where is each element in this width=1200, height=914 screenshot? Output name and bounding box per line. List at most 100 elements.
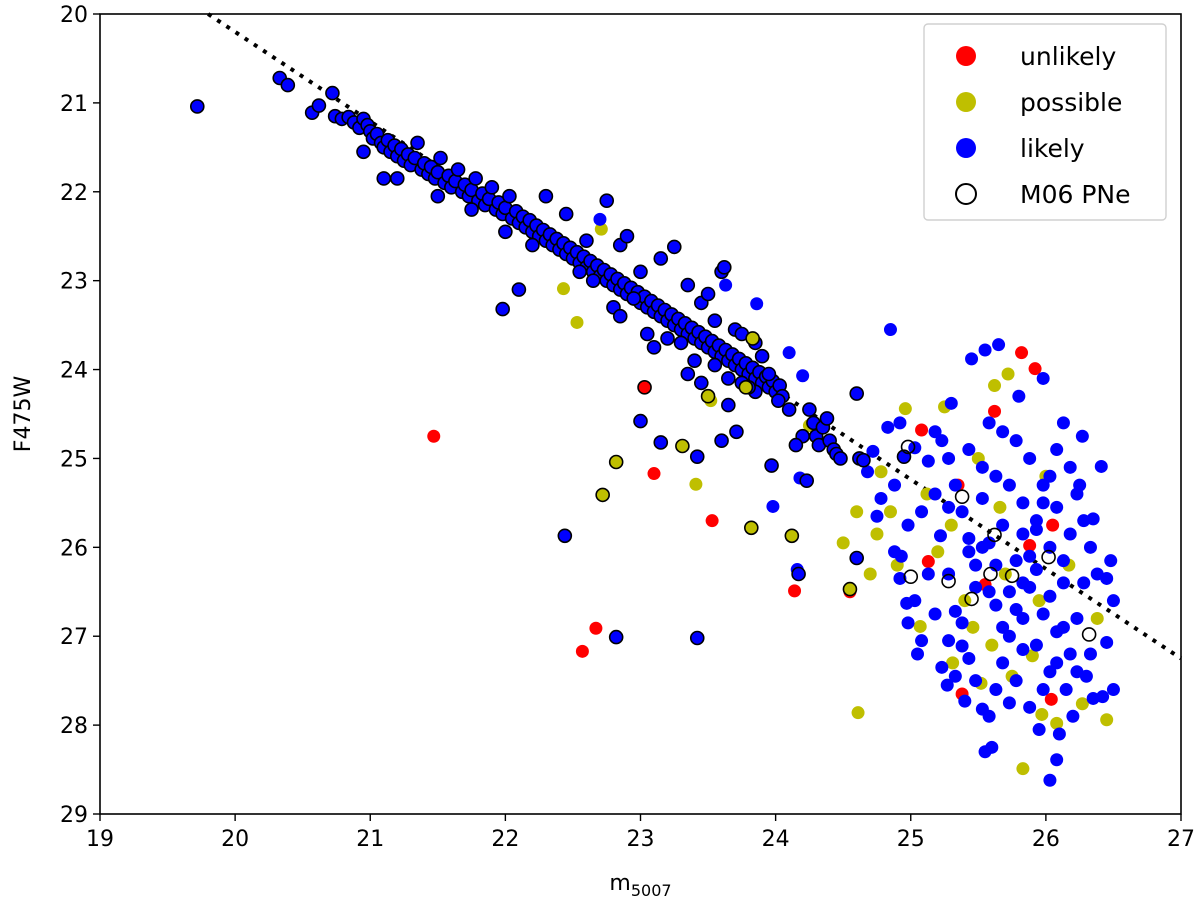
data-point (1066, 709, 1080, 723)
data-point (989, 469, 1003, 483)
data-point (955, 616, 969, 630)
data-point (969, 558, 983, 572)
data-point (784, 528, 800, 544)
data-point (356, 144, 371, 160)
data-point (962, 651, 976, 665)
data-point (599, 193, 615, 208)
data-point (1044, 692, 1058, 706)
plot-frame (99, 13, 1182, 815)
data-point (1012, 389, 1026, 403)
data-point (1104, 554, 1118, 568)
data-point (653, 435, 669, 450)
data-point (993, 500, 1007, 514)
data-point (1023, 580, 1037, 594)
data-point (901, 616, 915, 630)
data-point (1079, 669, 1093, 683)
data-point (450, 162, 466, 177)
data-point (1035, 707, 1049, 721)
data-point (898, 402, 912, 416)
data-point (849, 550, 865, 566)
data-point (646, 340, 662, 355)
x-tick-label: 22 (491, 827, 519, 852)
data-point (468, 171, 483, 186)
data-point (866, 444, 880, 458)
data-point (1029, 514, 1043, 528)
data-point (1036, 607, 1050, 621)
data-point (954, 489, 970, 504)
data-point (694, 375, 709, 391)
data-point (1100, 571, 1114, 585)
data-point (969, 674, 983, 688)
data-point (557, 528, 573, 544)
data-point (427, 429, 441, 443)
data-point (928, 487, 942, 501)
data-point (572, 264, 587, 280)
data-point (935, 434, 949, 448)
data-point (996, 518, 1010, 532)
data-point (833, 451, 848, 466)
data-point (870, 509, 884, 523)
data-point (189, 99, 205, 114)
data-point (570, 315, 584, 329)
data-point (750, 297, 764, 311)
data-point (666, 239, 682, 255)
data-point (719, 278, 733, 292)
data-point (1009, 554, 1023, 568)
data-point (962, 545, 976, 559)
data-point (1056, 416, 1070, 430)
data-point (944, 396, 958, 410)
data-point (1050, 500, 1064, 514)
data-point (1077, 514, 1091, 528)
data-point (870, 527, 884, 541)
data-point (484, 180, 500, 195)
y-tick-label: 29 (60, 803, 88, 828)
data-point (941, 573, 956, 589)
data-point (856, 452, 871, 468)
data-point (311, 98, 327, 113)
data-point (883, 323, 897, 337)
data-point (940, 678, 954, 692)
data-point (1081, 627, 1097, 642)
data-point (673, 335, 689, 351)
data-point (1050, 716, 1064, 730)
data-point (680, 277, 696, 293)
data-point (1009, 434, 1023, 448)
data-point (1073, 478, 1087, 492)
legend-label: unlikely (1020, 42, 1116, 71)
data-point (996, 425, 1010, 439)
data-point (1063, 647, 1077, 661)
data-point (626, 291, 642, 306)
y-tick-label: 22 (60, 181, 88, 206)
data-point (1036, 371, 1050, 385)
data-point (1043, 589, 1057, 603)
x-axis-label-main: m (609, 871, 630, 896)
data-point (687, 353, 702, 368)
data-point (935, 660, 949, 674)
data-point (1036, 496, 1050, 510)
data-point (1043, 665, 1057, 679)
data-point (593, 212, 607, 226)
data-point (1002, 629, 1016, 643)
data-point (754, 348, 770, 364)
data-point (975, 491, 989, 505)
data-point (1002, 478, 1016, 492)
data-point (1009, 674, 1023, 688)
data-point (1106, 594, 1120, 608)
data-point (585, 273, 601, 288)
data-point (700, 388, 716, 404)
data-point (766, 499, 780, 513)
data-point (744, 520, 759, 536)
data-point (915, 505, 929, 519)
data-point (502, 188, 517, 204)
data-point (1077, 576, 1091, 590)
y-tick-label: 20 (60, 3, 88, 28)
data-point (788, 584, 802, 598)
data-point (637, 380, 652, 395)
data-point (389, 171, 405, 186)
data-point (721, 371, 736, 386)
data-point (964, 591, 979, 607)
data-point (707, 313, 723, 328)
data-point (558, 206, 574, 222)
data-point (771, 393, 786, 408)
